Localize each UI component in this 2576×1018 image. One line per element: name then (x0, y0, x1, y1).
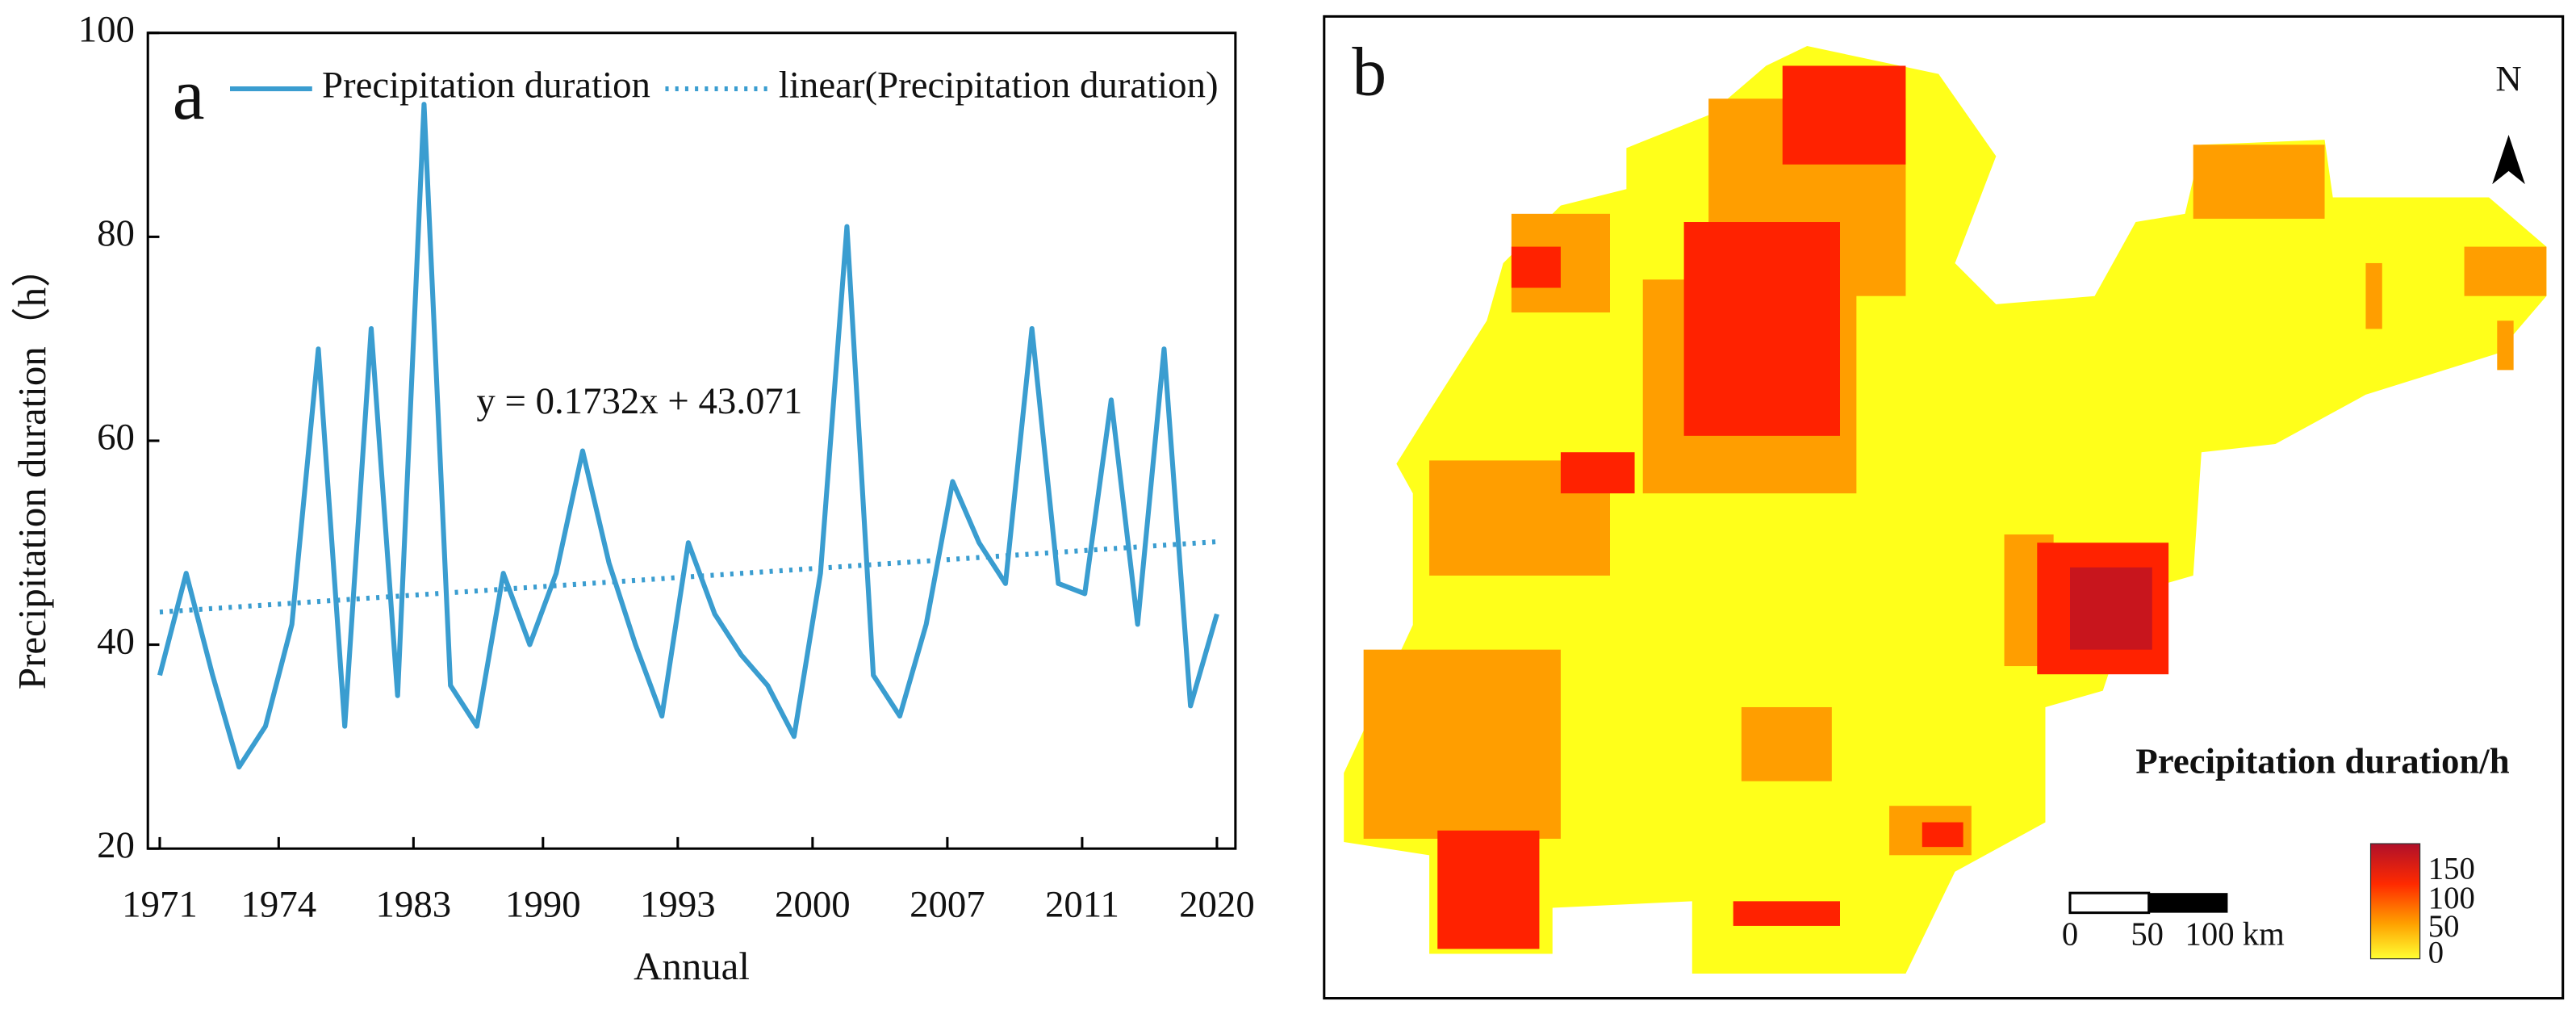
scale-label: 50 (2131, 916, 2164, 953)
series-line (157, 102, 1219, 770)
map-panel: b N Precipitation duration/h 150 100 50 … (1323, 15, 2565, 1000)
y-tick-label: 100 (78, 8, 135, 50)
x-tick-label: 1983 (376, 883, 452, 925)
color-bar-tick: 50 (2428, 910, 2460, 944)
y-tick-label: 40 (97, 620, 135, 662)
x-tick-label: 2011 (1045, 883, 1119, 925)
y-tick-label: 20 (97, 824, 135, 866)
color-bar (2369, 843, 2421, 960)
map-red (1437, 65, 2169, 949)
y-axis-label: Precipitation duration（h） (10, 248, 54, 689)
map-darkred (2070, 567, 2152, 650)
legend-title: Precipitation duration/h (2135, 741, 2509, 781)
legend-label: Precipitation duration (322, 65, 650, 107)
x-tick-label: 1993 (640, 883, 716, 925)
x-tick-label: 1971 (122, 883, 198, 925)
x-axis-label: Annual (634, 944, 750, 988)
scale-label: 0 (2062, 916, 2078, 953)
scale-bar (2148, 893, 2228, 913)
x-tick-label: 2007 (910, 883, 985, 925)
map-base (1344, 46, 2547, 974)
y-tick-label: 80 (97, 212, 135, 254)
panel-label: a (173, 55, 205, 135)
annotation: y = 0.1732x + 43.071 (476, 380, 802, 422)
x-tick-label: 2020 (1179, 883, 1255, 925)
color-bar-tick: 100 (2428, 882, 2475, 915)
legend-label: linear(Precipitation duration) (779, 65, 1219, 107)
y-tick-label: 60 (97, 417, 135, 459)
scale-bar (2068, 891, 2151, 915)
north-label: N (2495, 58, 2521, 98)
scale-label: 100 km (2185, 916, 2285, 953)
x-tick-label: 1990 (505, 883, 581, 925)
color-bar-tick: 150 (2428, 853, 2475, 886)
x-tick-label: 2000 (775, 883, 851, 925)
color-bar-tick: 0 (2428, 936, 2444, 970)
x-tick-label: 1974 (241, 883, 317, 925)
north-arrow (2492, 135, 2525, 185)
panel-label: b (1352, 33, 1386, 110)
